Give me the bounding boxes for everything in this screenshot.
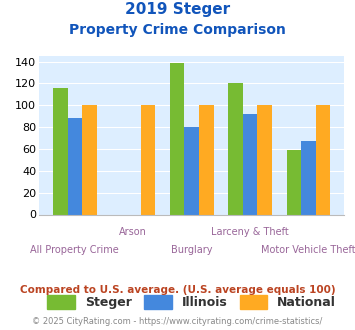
Bar bbox=[82, 105, 97, 214]
Bar bbox=[53, 88, 67, 214]
Text: All Property Crime: All Property Crime bbox=[31, 245, 119, 255]
Bar bbox=[199, 105, 214, 214]
Bar bbox=[228, 83, 243, 214]
Text: Arson: Arson bbox=[119, 227, 147, 237]
Text: 2019 Steger: 2019 Steger bbox=[125, 2, 230, 16]
Text: Motor Vehicle Theft: Motor Vehicle Theft bbox=[261, 245, 355, 255]
Legend: Steger, Illinois, National: Steger, Illinois, National bbox=[42, 290, 341, 314]
Bar bbox=[286, 150, 301, 214]
Text: Larceny & Theft: Larceny & Theft bbox=[211, 227, 289, 237]
Bar bbox=[257, 105, 272, 214]
Bar bbox=[301, 141, 316, 214]
Text: Property Crime Comparison: Property Crime Comparison bbox=[69, 23, 286, 37]
Bar bbox=[243, 114, 257, 214]
Text: © 2025 CityRating.com - https://www.cityrating.com/crime-statistics/: © 2025 CityRating.com - https://www.city… bbox=[32, 317, 323, 326]
Text: Compared to U.S. average. (U.S. average equals 100): Compared to U.S. average. (U.S. average … bbox=[20, 285, 335, 295]
Bar bbox=[67, 118, 82, 214]
Bar bbox=[141, 105, 155, 214]
Bar bbox=[316, 105, 331, 214]
Bar bbox=[170, 63, 184, 214]
Text: Burglary: Burglary bbox=[171, 245, 212, 255]
Bar bbox=[184, 127, 199, 214]
